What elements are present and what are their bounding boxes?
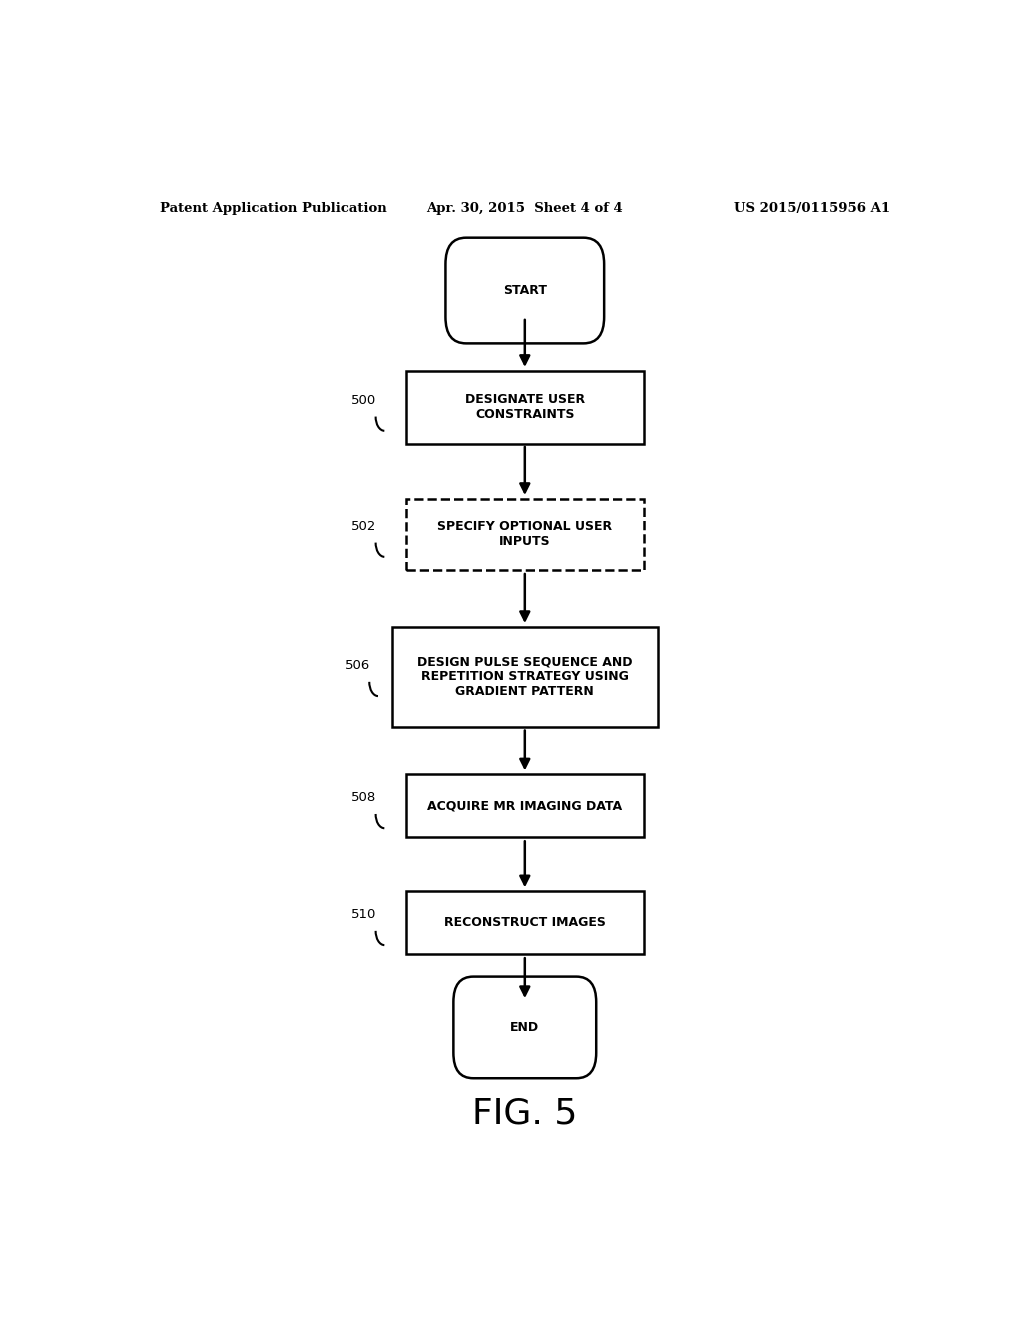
FancyBboxPatch shape: [406, 371, 644, 444]
Text: START: START: [503, 284, 547, 297]
Text: DESIGNATE USER
CONSTRAINTS: DESIGNATE USER CONSTRAINTS: [465, 393, 585, 421]
Text: 510: 510: [351, 908, 377, 921]
Text: 506: 506: [345, 659, 370, 672]
Text: 500: 500: [351, 393, 377, 407]
Text: FIG. 5: FIG. 5: [472, 1097, 578, 1131]
Text: US 2015/0115956 A1: US 2015/0115956 A1: [734, 202, 890, 215]
Text: SPECIFY OPTIONAL USER
INPUTS: SPECIFY OPTIONAL USER INPUTS: [437, 520, 612, 549]
Text: RECONSTRUCT IMAGES: RECONSTRUCT IMAGES: [443, 916, 606, 929]
FancyBboxPatch shape: [406, 775, 644, 837]
Text: 502: 502: [351, 520, 377, 533]
FancyBboxPatch shape: [392, 627, 657, 726]
Text: 508: 508: [351, 791, 377, 804]
Text: Patent Application Publication: Patent Application Publication: [160, 202, 386, 215]
Text: ACQUIRE MR IMAGING DATA: ACQUIRE MR IMAGING DATA: [427, 800, 623, 812]
Text: DESIGN PULSE SEQUENCE AND
REPETITION STRATEGY USING
GRADIENT PATTERN: DESIGN PULSE SEQUENCE AND REPETITION STR…: [417, 655, 633, 698]
FancyBboxPatch shape: [454, 977, 596, 1078]
FancyBboxPatch shape: [445, 238, 604, 343]
Text: END: END: [510, 1020, 540, 1034]
FancyBboxPatch shape: [406, 891, 644, 954]
FancyBboxPatch shape: [406, 499, 644, 570]
Text: Apr. 30, 2015  Sheet 4 of 4: Apr. 30, 2015 Sheet 4 of 4: [426, 202, 624, 215]
